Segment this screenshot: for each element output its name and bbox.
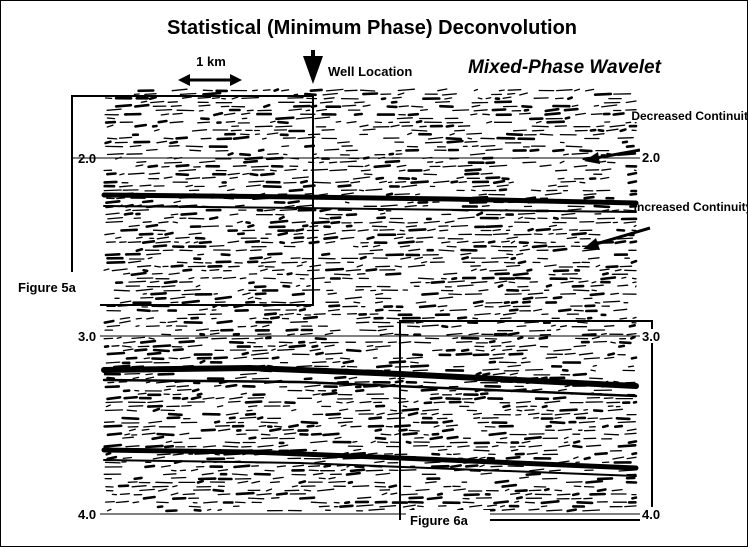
scale-label: 1 km bbox=[196, 54, 226, 69]
arrow-head bbox=[230, 74, 242, 86]
wavelet-label: Mixed-Phase Wavelet bbox=[468, 57, 662, 78]
time-label: 2.0 bbox=[78, 151, 96, 166]
annotation-arrow bbox=[595, 148, 641, 160]
reflector bbox=[102, 378, 638, 398]
well-label: Well Location bbox=[328, 64, 412, 79]
annotation: Decreased Continuity bbox=[631, 109, 748, 123]
arrow-head bbox=[583, 238, 600, 250]
label-box bbox=[406, 510, 490, 530]
seismic-section bbox=[101, 88, 639, 513]
label-box bbox=[640, 507, 664, 521]
figure-label: Figure 5a bbox=[18, 280, 77, 295]
time-label: 4.0 bbox=[642, 507, 660, 522]
label-box bbox=[640, 150, 660, 164]
reflector bbox=[101, 364, 639, 389]
reflector bbox=[101, 447, 639, 471]
figure-label: Figure 6a bbox=[410, 513, 469, 528]
figure-6a-frame bbox=[399, 320, 653, 521]
reflector bbox=[101, 192, 639, 206]
time-label: 3.0 bbox=[78, 329, 96, 344]
reflector bbox=[103, 205, 637, 213]
title: Statistical (Minimum Phase) Deconvolutio… bbox=[167, 17, 577, 39]
time-label: 2.0 bbox=[642, 150, 660, 165]
annotation-arrow bbox=[595, 226, 651, 246]
figure-5a-frame bbox=[71, 95, 314, 306]
arrow-head bbox=[303, 56, 323, 84]
time-label: 3.0 bbox=[642, 329, 660, 344]
arrow-head bbox=[178, 74, 190, 86]
label-box bbox=[14, 276, 100, 298]
reflector bbox=[103, 459, 637, 477]
label-box bbox=[640, 329, 664, 343]
arrow-head bbox=[584, 152, 600, 164]
annotation: Increased Continuity bbox=[634, 200, 748, 214]
time-label: 4.0 bbox=[78, 507, 96, 522]
